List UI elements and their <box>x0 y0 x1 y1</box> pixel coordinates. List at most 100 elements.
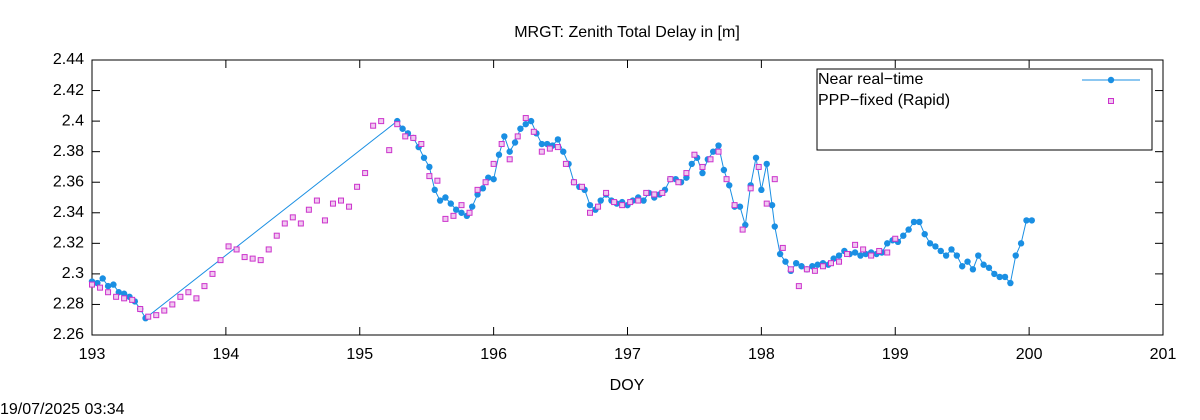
point <box>99 275 106 282</box>
point <box>876 247 883 254</box>
point <box>265 246 272 253</box>
point <box>452 206 460 213</box>
point <box>185 289 192 296</box>
x-tick-label: 195 <box>346 346 373 363</box>
point <box>177 293 184 300</box>
point <box>1001 273 1009 281</box>
x-tick-label: 193 <box>79 346 106 363</box>
point <box>458 202 465 209</box>
y-tick-label: 2.36 <box>53 173 84 190</box>
point <box>517 125 524 132</box>
point <box>836 258 843 265</box>
point <box>110 281 117 288</box>
point <box>249 255 256 262</box>
point <box>498 141 505 148</box>
point <box>560 148 567 155</box>
point <box>466 209 473 216</box>
point <box>691 151 698 158</box>
point <box>905 226 912 233</box>
y-tick-label: 2.28 <box>53 296 84 313</box>
point <box>779 244 786 251</box>
point <box>161 307 168 314</box>
point <box>587 209 594 216</box>
point <box>378 118 385 125</box>
point <box>597 197 604 204</box>
x-tick-label: 194 <box>213 346 240 363</box>
x-tick-label: 201 <box>1150 346 1177 363</box>
point <box>578 183 585 190</box>
y-tick-label: 2.3 <box>62 265 84 282</box>
point <box>434 177 441 184</box>
point <box>958 263 966 270</box>
point <box>851 249 859 256</box>
point <box>426 163 433 171</box>
point <box>827 260 834 267</box>
point <box>570 179 577 186</box>
y-tick-label: 2.44 <box>53 51 84 68</box>
point <box>418 141 425 148</box>
point <box>522 115 529 122</box>
point <box>562 160 569 167</box>
timestamp: 19/07/2025 03:34 <box>0 401 125 418</box>
point <box>289 214 296 221</box>
point <box>768 201 776 209</box>
point <box>651 191 658 198</box>
point <box>1028 217 1036 224</box>
point <box>97 284 104 291</box>
legend-label: Near real−time <box>818 71 923 88</box>
x-tick-label: 200 <box>1016 346 1043 363</box>
point <box>611 199 618 206</box>
y-tick-label: 2.42 <box>53 82 84 99</box>
point <box>522 120 529 128</box>
point <box>860 246 867 253</box>
point <box>699 169 706 177</box>
point <box>153 312 160 319</box>
point <box>490 160 497 167</box>
point <box>755 163 762 170</box>
point <box>169 301 176 308</box>
point <box>129 296 136 303</box>
point <box>89 281 95 288</box>
point <box>771 223 778 230</box>
point <box>297 220 304 227</box>
point <box>723 176 730 183</box>
point <box>884 249 891 256</box>
point <box>643 189 650 196</box>
point <box>530 128 537 135</box>
point <box>329 200 336 207</box>
point <box>514 133 521 140</box>
point <box>105 289 112 296</box>
x-tick-label: 199 <box>882 346 909 363</box>
point <box>501 133 508 140</box>
point <box>145 313 152 320</box>
point <box>554 136 562 143</box>
point <box>814 261 821 268</box>
point <box>233 246 240 253</box>
point <box>752 154 760 161</box>
point <box>787 266 794 273</box>
point <box>709 148 717 155</box>
point <box>538 140 546 148</box>
point <box>201 283 208 290</box>
point <box>586 201 594 209</box>
point <box>736 203 744 210</box>
point <box>747 185 754 192</box>
point <box>217 257 224 264</box>
point <box>910 218 918 226</box>
point <box>792 259 800 267</box>
point <box>458 209 465 216</box>
point <box>193 295 200 302</box>
point <box>675 179 682 186</box>
legend-label: PPP−fixed (Rapid) <box>818 92 950 109</box>
point <box>209 270 216 277</box>
point <box>257 257 264 264</box>
point <box>436 197 444 204</box>
point <box>321 217 328 224</box>
point <box>225 243 232 250</box>
y-tick-label: 2.4 <box>62 112 84 129</box>
y-tick-label: 2.34 <box>53 204 84 221</box>
point <box>410 134 417 141</box>
point <box>916 218 923 226</box>
point <box>281 220 288 227</box>
point <box>402 133 409 140</box>
